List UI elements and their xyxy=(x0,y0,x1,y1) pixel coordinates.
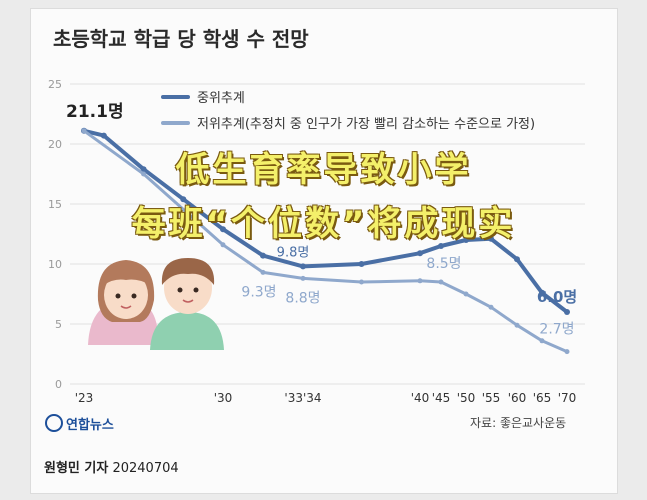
credit-date: 20240704 xyxy=(112,461,179,476)
overlay-headline-line2: 每班“个位数”将成现实 xyxy=(131,204,516,244)
x-tick-label: '60 xyxy=(508,391,527,405)
x-tick-label: '33'34 xyxy=(284,391,321,405)
data-point xyxy=(300,275,306,281)
data-point xyxy=(488,235,494,242)
data-point xyxy=(300,263,306,270)
x-tick-label: '55 xyxy=(482,391,501,405)
news-logo: 연합뉴스 xyxy=(45,414,114,433)
data-label: 2.7명 xyxy=(539,322,574,338)
data-point xyxy=(463,291,469,297)
x-tick-label: '40 xyxy=(411,391,430,405)
data-point xyxy=(539,338,545,344)
data-label: 9.3명 xyxy=(241,284,276,300)
data-point xyxy=(141,171,147,177)
data-point xyxy=(417,278,423,284)
data-point xyxy=(488,304,494,310)
x-tick-label: '30 xyxy=(214,391,233,405)
data-label: 9.8명 xyxy=(277,245,310,260)
data-point xyxy=(100,132,107,139)
data-point xyxy=(220,226,226,233)
data-point xyxy=(260,252,266,259)
x-tick-label: '23 xyxy=(75,391,94,405)
x-tick-label: '65 xyxy=(533,391,552,405)
data-point xyxy=(417,250,423,257)
data-point xyxy=(438,243,444,249)
x-tick-label: '70 xyxy=(558,391,577,405)
y-tick-label: 10 xyxy=(48,258,62,271)
y-tick-label: 25 xyxy=(48,78,62,91)
data-point xyxy=(564,349,570,355)
data-label: 21.1명 xyxy=(66,102,124,122)
y-tick-label: 5 xyxy=(55,318,62,331)
globe-icon xyxy=(45,414,63,432)
data-point xyxy=(180,196,187,203)
girl-figure xyxy=(88,260,159,345)
data-point xyxy=(358,261,365,267)
data-point xyxy=(463,237,469,243)
data-point xyxy=(260,269,266,275)
data-label: 8.5명 xyxy=(426,256,461,272)
data-point xyxy=(140,166,147,173)
overlay-headline-line1: 低生育率导致小学 xyxy=(175,150,472,190)
data-point xyxy=(514,322,520,328)
boy-figure xyxy=(150,258,224,350)
y-tick-label: 15 xyxy=(48,198,62,211)
y-tick-label: 0 xyxy=(55,378,62,391)
data-point xyxy=(81,128,87,134)
chart-card: 초등학교 학급 당 학생 수 전망 xyxy=(30,8,618,494)
reporter-name: 원형민 기자 xyxy=(44,461,109,476)
logo-text: 연합뉴스 xyxy=(66,418,114,433)
x-tick-label: '50 xyxy=(457,391,476,405)
legend-label: 중위추계 xyxy=(197,91,245,106)
legend-label: 저위추계(추정치 중 인구가 가장 빨리 감소하는 수준으로 가정) xyxy=(197,117,535,132)
data-point xyxy=(539,289,545,296)
data-point xyxy=(438,279,444,285)
y-tick-label: 20 xyxy=(48,138,62,151)
data-point xyxy=(220,242,226,248)
x-tick-label: '45 xyxy=(432,391,451,405)
data-label: 6.0명 xyxy=(537,288,577,306)
chart-title: 초등학교 학급 당 학생 수 전망 xyxy=(53,27,309,51)
data-point xyxy=(359,279,364,285)
data-point xyxy=(514,256,520,263)
source-note: 자료: 좋은교사운동 xyxy=(470,416,567,430)
data-point xyxy=(564,309,570,315)
data-label: 8.8명 xyxy=(285,290,320,306)
reporter-credit: 원형민 기자 20240704 xyxy=(44,457,179,476)
